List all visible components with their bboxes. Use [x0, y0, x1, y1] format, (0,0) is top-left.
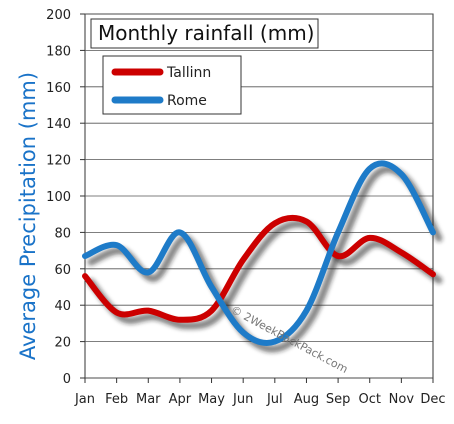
data-point-rome	[148, 272, 149, 273]
legend: Tallinn Rome	[102, 55, 242, 115]
x-tick-label: Jul	[266, 392, 283, 407]
data-point-rome	[369, 168, 370, 169]
data-point-rome	[211, 287, 212, 288]
x-tick-label: Dec	[420, 392, 445, 407]
chart-title: Monthly rainfall (mm)	[98, 21, 314, 45]
x-tick-label: Aug	[294, 392, 319, 407]
data-point-rome	[274, 341, 275, 342]
data-point-rome	[179, 232, 180, 233]
y-tick-label: 180	[46, 44, 71, 59]
y-tick-label: 120	[46, 154, 71, 169]
data-point-tallinn	[306, 221, 307, 222]
y-tick-label: 80	[54, 226, 71, 241]
y-tick-label: 0	[63, 372, 71, 387]
y-tick-label: 200	[46, 8, 71, 23]
y-tick-label: 140	[46, 117, 71, 132]
data-point-tallinn	[211, 310, 212, 311]
x-tick-label: Sep	[326, 392, 351, 407]
legend-label-tallinn: Tallinn	[166, 65, 211, 81]
x-tick-label: May	[198, 392, 225, 407]
data-point-tallinn	[85, 276, 86, 277]
data-point-tallinn	[433, 274, 434, 275]
y-tick-labels: 0 20 40 60 80 100 120 140 160 180 200	[46, 8, 85, 387]
legend-box	[102, 55, 242, 115]
y-tick-label: 100	[46, 190, 71, 205]
series-shadow-tallinn	[87, 220, 443, 330]
data-point-tallinn	[338, 256, 339, 257]
title-border	[90, 18, 319, 49]
data-point-rome	[433, 232, 434, 233]
title-box: Monthly rainfall (mm)	[90, 18, 319, 49]
x-tick-labels: Jan Feb Mar Apr May Jun Jul Aug Sep Oct Nov Dec	[74, 378, 446, 407]
y-tick-label: 20	[54, 336, 71, 351]
data-point-tallinn	[148, 310, 149, 311]
y-tick-label: 160	[46, 81, 71, 96]
x-tick-label: Oct	[358, 392, 380, 407]
data-point-tallinn	[116, 312, 117, 313]
y-axis-label: Average Precipitation (mm)	[16, 72, 40, 360]
data-point-rome	[338, 232, 339, 233]
data-point-tallinn	[401, 252, 402, 253]
y-tick-label: 60	[54, 263, 71, 278]
data-point-rome	[401, 174, 402, 175]
x-tick-label: Jun	[232, 392, 253, 407]
data-point-rome	[116, 245, 117, 246]
series-line-tallinn	[82, 214, 436, 323]
y-tick-label: 40	[54, 299, 71, 314]
x-tick-label: Feb	[105, 392, 128, 407]
series-shadow-rome	[87, 165, 443, 353]
data-point-tallinn	[369, 237, 370, 238]
series-lines	[82, 160, 436, 346]
legend-label-rome: Rome	[167, 93, 207, 109]
data-point-tallinn	[274, 223, 275, 224]
series-shadows	[87, 165, 443, 353]
data-point-rome	[85, 256, 86, 257]
x-tick-label: Mar	[136, 392, 161, 407]
x-tick-label: Nov	[389, 392, 415, 407]
data-point-tallinn	[179, 319, 180, 320]
series-line-rome	[82, 160, 436, 346]
data-point-rome	[306, 310, 307, 311]
data-point-tallinn	[243, 259, 244, 260]
data-point-rome	[243, 332, 244, 333]
x-tick-label: Apr	[169, 392, 192, 407]
x-tick-label: Jan	[74, 392, 95, 407]
